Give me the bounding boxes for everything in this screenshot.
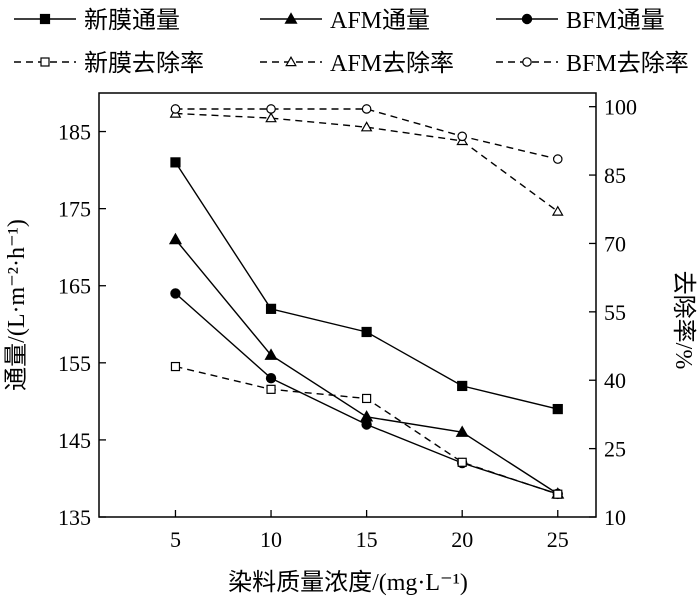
data-point bbox=[457, 131, 467, 142]
x-tick-label: 25 bbox=[547, 527, 569, 552]
legend-marker bbox=[285, 55, 297, 67]
x-tick-label: 10 bbox=[260, 527, 282, 552]
series-line bbox=[174, 162, 558, 410]
data-point bbox=[170, 157, 181, 168]
y-left-tick-label: 175 bbox=[58, 197, 91, 222]
data-point bbox=[361, 326, 372, 338]
x-tick-label: 20 bbox=[451, 527, 473, 552]
y-right-tick-label: 85 bbox=[604, 163, 626, 188]
series-line bbox=[174, 239, 559, 495]
legend-label: 新膜去除率 bbox=[84, 50, 204, 77]
legend-item: 新膜去除率 bbox=[14, 50, 204, 77]
series-3 bbox=[170, 288, 563, 500]
data-point bbox=[170, 288, 181, 299]
y-left-tick-label: 145 bbox=[58, 428, 91, 453]
legend-marker bbox=[522, 57, 532, 67]
y-right-tick-label: 70 bbox=[604, 231, 626, 256]
legend-label: AFM去除率 bbox=[330, 50, 454, 77]
data-point bbox=[552, 403, 563, 415]
y-left-tick-label: 135 bbox=[58, 505, 91, 530]
legend-marker bbox=[39, 13, 51, 25]
y-axis-left-label: 通量/(L·m⁻²·h⁻¹) bbox=[4, 219, 30, 391]
y-axis-right-label: 去除率/% bbox=[670, 271, 697, 370]
legend-item: AFM去除率 bbox=[260, 50, 454, 77]
legend-item: AFM通量 bbox=[260, 8, 430, 34]
data-point bbox=[455, 425, 469, 437]
data-point bbox=[361, 419, 372, 430]
data-point bbox=[264, 348, 278, 360]
legend-label: 新膜通量 bbox=[84, 7, 180, 34]
legend-marker bbox=[40, 57, 50, 67]
data-point bbox=[360, 121, 373, 132]
data-point bbox=[553, 489, 563, 499]
plot-frame bbox=[98, 92, 597, 518]
data-point bbox=[265, 373, 277, 384]
y-right-tick-label: 40 bbox=[604, 368, 626, 393]
data-point bbox=[457, 380, 468, 392]
x-tick-label: 15 bbox=[356, 527, 378, 552]
data-point bbox=[170, 104, 181, 114]
y-right-tick-label: 25 bbox=[604, 437, 626, 462]
data-point bbox=[552, 154, 563, 164]
y-left-tick-label: 165 bbox=[58, 274, 91, 299]
series-line bbox=[175, 112, 559, 213]
data-point bbox=[168, 232, 182, 245]
legend-label: BFM通量 bbox=[566, 8, 665, 34]
series-line bbox=[175, 292, 559, 495]
data-point bbox=[265, 303, 277, 314]
series-4 bbox=[170, 361, 563, 499]
series-line bbox=[175, 365, 559, 495]
data-point bbox=[551, 205, 564, 216]
data-point bbox=[265, 112, 277, 123]
series-2 bbox=[168, 232, 565, 499]
y-left-tick-label: 185 bbox=[58, 120, 91, 145]
data-point bbox=[266, 384, 276, 394]
series-1 bbox=[170, 157, 563, 415]
series-line bbox=[175, 108, 558, 160]
legend-marker bbox=[521, 13, 533, 25]
series-5 bbox=[169, 107, 564, 216]
x-axis-label: 染料质量浓度/(mg·L⁻¹) bbox=[228, 569, 468, 596]
y-left-tick-label: 155 bbox=[58, 351, 91, 376]
axes: 5 10 15 20 25 135 145 155 165 175 185 10 25 40 55 70 85 1… bbox=[58, 95, 637, 552]
data-point bbox=[266, 104, 276, 114]
y-right-tick-label: 100 bbox=[604, 95, 637, 120]
legend-item: BFM通量 bbox=[496, 8, 665, 34]
legend-item: BFM去除率 bbox=[496, 50, 689, 77]
data-point bbox=[170, 361, 181, 372]
data-point bbox=[361, 104, 372, 114]
y-right-tick-label: 55 bbox=[604, 300, 626, 325]
legend-label: BFM去除率 bbox=[566, 50, 689, 77]
legend-marker bbox=[284, 12, 298, 24]
legend-item: 新膜通量 bbox=[14, 7, 180, 34]
y-right-tick-label: 10 bbox=[604, 505, 626, 530]
series-layer bbox=[168, 104, 565, 500]
data-point bbox=[362, 393, 372, 404]
series-6 bbox=[170, 104, 563, 164]
legend-label: AFM通量 bbox=[330, 8, 430, 34]
x-tick-label: 5 bbox=[170, 527, 181, 552]
data-point bbox=[457, 457, 467, 467]
